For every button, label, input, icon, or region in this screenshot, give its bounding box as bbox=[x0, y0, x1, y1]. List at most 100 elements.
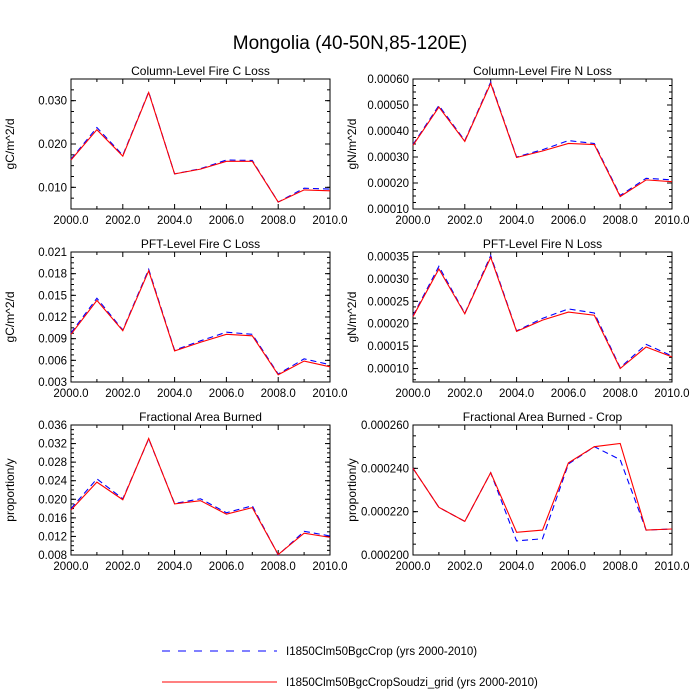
y-tick-label: 0.006 bbox=[38, 355, 67, 367]
series-line-1 bbox=[412, 254, 673, 369]
y-tick-label: 0.00050 bbox=[367, 100, 409, 112]
y-tick-label: 0.003 bbox=[38, 377, 67, 389]
y-tick-label: 0.00025 bbox=[367, 296, 409, 308]
x-tick-label: 2002.0 bbox=[447, 388, 482, 400]
x-tick-label: 2000.0 bbox=[395, 561, 430, 573]
y-tick-label: 0.020 bbox=[38, 139, 67, 151]
y-tick-label: 0.015 bbox=[38, 290, 67, 302]
x-tick-label: 2008.0 bbox=[261, 215, 296, 227]
x-tick-label: 2002.0 bbox=[447, 561, 482, 573]
y-tick-label: 0.00010 bbox=[367, 364, 409, 376]
y-tick-label: 0.028 bbox=[38, 457, 67, 469]
x-tick-label: 2004.0 bbox=[157, 215, 192, 227]
x-tick-label: 2000.0 bbox=[395, 388, 430, 400]
y-tick-label: 0.024 bbox=[38, 476, 67, 488]
y-tick-label: 0.012 bbox=[38, 531, 67, 543]
x-tick-label: 2002.0 bbox=[447, 215, 482, 227]
y-tick-label: 0.00020 bbox=[367, 178, 409, 190]
y-tick-label: 0.00020 bbox=[367, 319, 409, 331]
panel-title: Fractional Area Burned - Crop bbox=[463, 410, 623, 424]
series-line-1 bbox=[70, 267, 331, 375]
x-tick-label: 2008.0 bbox=[261, 561, 296, 573]
y-tick-label: 0.020 bbox=[38, 494, 67, 506]
y-axis-label: gN/m^2/d bbox=[345, 119, 359, 170]
series-line-2 bbox=[412, 442, 673, 533]
panel-title: PFT-Level Fire N Loss bbox=[483, 237, 602, 251]
figure-title: Mongolia (40-50N,85-120E) bbox=[233, 33, 467, 54]
x-tick-label: 2010.0 bbox=[654, 388, 689, 400]
series-line-2 bbox=[412, 81, 673, 198]
series-line-2 bbox=[412, 255, 673, 370]
series-line-2 bbox=[70, 437, 331, 556]
x-tick-label: 2008.0 bbox=[603, 561, 638, 573]
y-tick-label: 0.00010 bbox=[367, 204, 409, 216]
y-axis-label: gC/m^2/d bbox=[3, 292, 17, 343]
y-tick-label: 0.00030 bbox=[367, 152, 409, 164]
x-tick-label: 2002.0 bbox=[105, 388, 140, 400]
y-tick-label: 0.000200 bbox=[361, 550, 409, 562]
x-tick-label: 2006.0 bbox=[209, 561, 244, 573]
x-tick-label: 2008.0 bbox=[603, 388, 638, 400]
panel-5: Fractional Area Burned proportion/y 2000.0… bbox=[3, 410, 348, 573]
series-line-2 bbox=[70, 90, 331, 203]
x-tick-label: 2000.0 bbox=[53, 561, 88, 573]
x-tick-label: 2006.0 bbox=[209, 388, 244, 400]
x-tick-label: 2010.0 bbox=[654, 561, 689, 573]
x-tick-label: 2010.0 bbox=[312, 215, 347, 227]
y-axis-label: gN/m^2/d bbox=[345, 292, 359, 343]
y-tick-label: 0.010 bbox=[38, 182, 67, 194]
panel-title: PFT-Level Fire C Loss bbox=[141, 237, 260, 251]
series-line-2 bbox=[70, 269, 331, 376]
x-tick-label: 2010.0 bbox=[312, 561, 347, 573]
y-tick-label: 0.000220 bbox=[361, 507, 409, 519]
series-line-1 bbox=[70, 437, 331, 556]
y-tick-label: 0.000260 bbox=[361, 420, 409, 432]
x-tick-label: 2010.0 bbox=[654, 215, 689, 227]
series-line-1 bbox=[412, 80, 673, 197]
y-tick-label: 0.032 bbox=[38, 439, 67, 451]
x-tick-label: 2008.0 bbox=[603, 215, 638, 227]
y-tick-label: 0.036 bbox=[38, 420, 67, 432]
y-tick-label: 0.018 bbox=[38, 269, 67, 281]
x-tick-label: 2002.0 bbox=[105, 561, 140, 573]
y-tick-label: 0.00060 bbox=[367, 74, 409, 86]
x-tick-label: 2004.0 bbox=[499, 561, 534, 573]
x-tick-label: 2006.0 bbox=[551, 215, 586, 227]
panel-3: PFT-Level Fire C Loss gC/m^2/d 2000.0 2002.… bbox=[3, 237, 348, 400]
y-tick-label: 0.00040 bbox=[367, 126, 409, 138]
panel-2: Column-Level Fire N Loss gN/m^2/d 2000.0 20… bbox=[345, 64, 690, 227]
x-tick-label: 2004.0 bbox=[499, 215, 534, 227]
x-tick-label: 2006.0 bbox=[551, 388, 586, 400]
panel-1: Column-Level Fire C Loss gC/m^2/d 2000.0 20… bbox=[3, 64, 348, 227]
y-tick-label: 0.00035 bbox=[367, 251, 409, 263]
panel-title: Fractional Area Burned bbox=[139, 410, 262, 424]
x-tick-label: 2008.0 bbox=[261, 388, 296, 400]
x-tick-label: 2002.0 bbox=[105, 215, 140, 227]
x-tick-label: 2010.0 bbox=[312, 388, 347, 400]
y-tick-label: 0.009 bbox=[38, 334, 67, 346]
panel-title: Column-Level Fire C Loss bbox=[131, 64, 270, 78]
panel-title: Column-Level Fire N Loss bbox=[473, 64, 612, 78]
y-tick-label: 0.012 bbox=[38, 312, 67, 324]
x-tick-label: 2006.0 bbox=[551, 561, 586, 573]
legend-label-1: I1850Clm50BgcCrop (yrs 2000-2010) bbox=[286, 646, 477, 658]
x-tick-label: 2004.0 bbox=[157, 388, 192, 400]
x-tick-label: 2000.0 bbox=[395, 215, 430, 227]
x-tick-label: 2004.0 bbox=[157, 561, 192, 573]
y-axis-label: gC/m^2/d bbox=[3, 119, 17, 170]
y-tick-label: 0.000240 bbox=[361, 463, 409, 475]
panel-4: PFT-Level Fire N Loss gN/m^2/d 2000.0 2002.… bbox=[345, 237, 690, 400]
y-tick-label: 0.00015 bbox=[367, 341, 409, 353]
series-line-1 bbox=[412, 446, 673, 542]
x-tick-label: 2004.0 bbox=[499, 388, 534, 400]
y-axis-label: proportion/y bbox=[3, 458, 17, 521]
y-tick-label: 0.016 bbox=[38, 513, 67, 525]
y-tick-label: 0.00030 bbox=[367, 274, 409, 286]
x-tick-label: 2000.0 bbox=[53, 388, 88, 400]
y-tick-label: 0.008 bbox=[38, 550, 67, 562]
panels: Column-Level Fire C Loss gC/m^2/d 2000.0 20… bbox=[3, 64, 690, 573]
panel-6: Fractional Area Burned - Crop proportion/… bbox=[345, 410, 690, 573]
x-tick-label: 2000.0 bbox=[53, 215, 88, 227]
